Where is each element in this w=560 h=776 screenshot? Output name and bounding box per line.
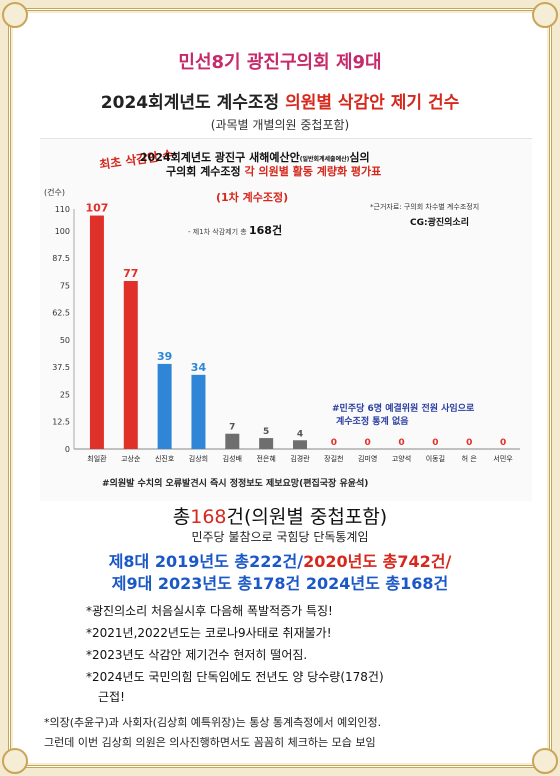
frame-corner-ornament xyxy=(2,748,28,774)
page-subtitle: 2024회계년도 계수조정 의원별 삭감안 제기 건수 xyxy=(0,88,560,113)
data-label: 5 xyxy=(263,427,269,437)
frame-corner-ornament xyxy=(532,748,558,774)
chart-title-line2: 구의회 계수조정 각 의원별 활동 계량화 평가표 xyxy=(166,164,381,178)
y-tick-label: 62.5 xyxy=(52,309,70,318)
y-tick-label: 100 xyxy=(55,227,70,236)
x-tick-label: 김경란 xyxy=(290,454,310,463)
frame-corner-ornament xyxy=(532,2,558,28)
bar xyxy=(191,374,206,449)
data-label: 4 xyxy=(297,429,303,439)
y-tick-label: 0 xyxy=(65,445,70,454)
x-tick-label: 전은혜 xyxy=(256,454,275,463)
y-tick-label: 110 xyxy=(55,205,70,214)
bar xyxy=(89,215,104,449)
yearly-8th: 제8대 2019년도 총222건/ xyxy=(108,552,304,571)
x-tick-label: 김상희 xyxy=(189,454,208,463)
chart-title-line1: 2024회계년도 광진구 새해예산안(일반회계세출예산)심의 xyxy=(140,150,370,164)
total-summary: 총168건(의원별 중첩포함) xyxy=(0,502,560,529)
yearly-totals-line1: 제8대 2019년도 총222건/2020년도 총742건/ xyxy=(0,548,560,572)
data-label: 0 xyxy=(500,438,506,448)
total-prefix: 총 xyxy=(172,506,191,528)
total-suffix: 건(의원별 중첩포함) xyxy=(226,506,388,528)
total-value: 168 xyxy=(190,506,227,528)
yearly-2020: 2020년도 총742건/ xyxy=(303,552,452,571)
x-tick-label: 최일환 xyxy=(87,454,107,463)
y-tick-label: 25 xyxy=(60,390,70,399)
y-tick-label: 75 xyxy=(60,281,70,290)
x-tick-label: 장길천 xyxy=(324,454,343,463)
page-note: (과목별 개별의원 중첩포함) xyxy=(210,118,350,132)
bar xyxy=(293,440,307,449)
chart-area: (건수) 110 100 87.5 75 62.5 50 37.5 25 12.5 0 107 최일환 7… xyxy=(40,138,532,501)
page-title: 민선8기 광진구의회 제9대 xyxy=(178,52,382,73)
note-item: *2024년도 국민의힘 단독임에도 전년도 양 당수량(178건) xyxy=(86,670,384,684)
total-note: - 제1차 삭감제기 총 168건 xyxy=(188,223,282,237)
y-tick-label: 37.5 xyxy=(52,363,70,372)
note-item: *광진의소리 처음실시후 다음해 폭발적증가 특징! xyxy=(86,604,333,618)
x-tick-label: 김미영 xyxy=(358,454,377,463)
data-label: 34 xyxy=(191,361,207,374)
frame-corner-ornament xyxy=(2,2,28,28)
subtitle-red: 의원별 삭감안 제기 건수 xyxy=(285,93,460,113)
note-item: *2021년,2022년도는 코로나9사태로 취재불가! xyxy=(86,626,332,640)
x-tick-label: 신진호 xyxy=(155,454,175,463)
footer-line: 그런데 이번 김상희 의원은 의사진행하면서도 꼼꼼히 체크하는 모습 보임 xyxy=(44,736,376,749)
chart-credit: CG:광진의소리 xyxy=(410,216,469,228)
x-tick-label: 김성배 xyxy=(223,454,242,463)
data-label: 107 xyxy=(85,202,108,215)
footer-line: *의장(추윤구)과 사회자(김상희 예특위장)는 통상 통계측정에서 예외인정. xyxy=(44,716,382,729)
data-label: 0 xyxy=(365,438,371,448)
chart-title-line3: (1차 계수조정) xyxy=(216,190,288,204)
x-tick-label: 허 은 xyxy=(462,454,478,463)
data-label: 0 xyxy=(331,438,337,448)
subtitle-black: 2024회계년도 계수조정 xyxy=(100,93,286,113)
note-item: 근접! xyxy=(98,690,125,704)
data-label: 0 xyxy=(398,438,404,448)
total-subline: 민주당 불참으로 국힘당 단독통계임 xyxy=(191,530,369,544)
bar xyxy=(259,438,274,449)
x-tick-label: 서민우 xyxy=(493,454,513,463)
x-tick-label: 이동길 xyxy=(426,454,445,463)
chart-caption: #의원발 수치의 오류발견시 즉시 정정보도 제보요망(편집국장 유윤석) xyxy=(102,477,368,489)
minju-note-1: #민주당 6명 예결위원 전원 사임으로 xyxy=(332,402,475,414)
data-label: 0 xyxy=(432,438,438,448)
data-label: 0 xyxy=(466,438,472,448)
x-tick-label: 고상순 xyxy=(121,454,141,463)
data-label: 39 xyxy=(157,350,172,363)
chart-source: *근거자료: 구의회 차수별 계수조정지 xyxy=(370,202,479,211)
yearly-totals-line2: 제9대 2023년도 총178건 2024년도 총168건 xyxy=(111,574,449,593)
y-tick-label: 50 xyxy=(60,336,70,345)
note-item: *2023년도 삭감안 제기건수 현저히 떨어짐. xyxy=(86,648,308,662)
bar xyxy=(157,363,172,449)
y-tick-label: 87.5 xyxy=(52,254,70,263)
bar-chart: (건수)11010087.57562.55037.52512.50107최일환7… xyxy=(44,147,520,489)
x-tick-label: 고양석 xyxy=(392,454,411,463)
bar xyxy=(225,433,240,449)
data-label: 7 xyxy=(229,423,235,433)
data-label: 77 xyxy=(123,267,138,280)
y-axis-title: (건수) xyxy=(44,187,65,197)
y-tick-label: 12.5 xyxy=(52,418,70,427)
minju-note-2: 계수조정 통계 없음 xyxy=(336,415,409,427)
bar xyxy=(123,281,138,449)
